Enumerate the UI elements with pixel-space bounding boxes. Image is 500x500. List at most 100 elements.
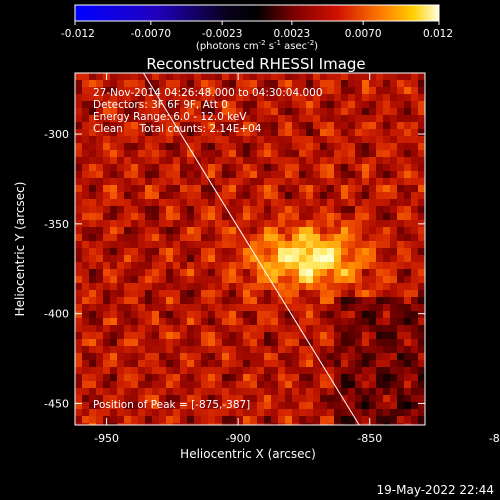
heatmap-pixel <box>397 213 405 221</box>
heatmap-pixel <box>173 290 181 298</box>
heatmap-pixel <box>208 423 216 425</box>
heatmap-pixel <box>271 157 279 165</box>
heatmap-pixel <box>383 416 391 424</box>
heatmap-pixel <box>320 255 328 263</box>
heatmap-pixel <box>82 129 90 137</box>
heatmap-pixel <box>222 199 230 207</box>
heatmap-pixel <box>96 108 104 116</box>
heatmap-pixel <box>236 283 244 291</box>
heatmap-pixel <box>355 311 363 319</box>
heatmap-pixel <box>327 115 335 123</box>
heatmap-pixel <box>292 255 300 263</box>
heatmap-pixel <box>271 304 279 312</box>
heatmap-pixel <box>166 73 174 81</box>
heatmap-pixel <box>229 339 237 347</box>
heatmap-pixel <box>145 101 153 109</box>
heatmap-pixel <box>355 255 363 263</box>
heatmap-pixel <box>82 311 90 319</box>
heatmap-pixel <box>152 374 160 382</box>
heatmap-pixel <box>152 353 160 361</box>
heatmap-pixel <box>264 423 272 425</box>
axis-ticks <box>75 73 425 425</box>
heatmap-pixel <box>278 304 286 312</box>
heatmap-pixel <box>411 157 419 165</box>
heatmap-pixel <box>397 87 405 95</box>
heatmap-pixel <box>159 157 167 165</box>
heatmap-pixel <box>418 297 425 305</box>
heatmap-pixel <box>404 129 412 137</box>
heatmap-pixel <box>306 248 314 256</box>
heatmap-pixel <box>236 171 244 179</box>
heatmap-pixel <box>75 171 83 179</box>
heatmap-pixel <box>222 87 230 95</box>
heatmap-pixel <box>194 73 202 81</box>
heatmap-pixel <box>166 150 174 158</box>
heatmap-pixel <box>159 206 167 214</box>
heatmap-pixel <box>75 311 83 319</box>
heatmap-pixel <box>418 423 425 425</box>
heatmap-pixel <box>383 122 391 130</box>
heatmap-pixel <box>180 122 188 130</box>
heatmap-pixel <box>320 346 328 354</box>
heatmap-pixel <box>348 318 356 326</box>
heatmap-pixel <box>103 136 111 144</box>
heatmap-pixel <box>334 311 342 319</box>
heatmap-pixel <box>103 129 111 137</box>
heatmap-pixel <box>418 199 425 207</box>
heatmap-pixel <box>327 262 335 270</box>
heatmap-pixel <box>201 150 209 158</box>
heatmap-pixel <box>327 87 335 95</box>
heatmap-pixel <box>341 360 349 368</box>
heatmap-pixel <box>327 255 335 263</box>
heatmap-pixel <box>257 255 265 263</box>
heatmap-pixel <box>103 276 111 284</box>
heatmap-pixel <box>229 395 237 403</box>
heatmap-pixel <box>201 171 209 179</box>
heatmap-pixel <box>320 402 328 410</box>
heatmap-pixel <box>264 164 272 172</box>
heatmap-pixel <box>103 171 111 179</box>
heatmap-pixel <box>208 416 216 424</box>
heatmap-pixel <box>236 178 244 186</box>
heatmap-pixel <box>348 353 356 361</box>
heatmap-pixel <box>138 360 146 368</box>
heatmap-pixel <box>341 346 349 354</box>
heatmap-pixel <box>418 409 425 417</box>
heatmap-pixel <box>194 115 202 123</box>
heatmap-pixel <box>75 234 83 242</box>
heatmap-pixel <box>299 122 307 130</box>
heatmap-pixel <box>411 381 419 389</box>
heatmap-pixel <box>334 276 342 284</box>
heatmap-pixel <box>117 94 125 102</box>
heatmap-pixel <box>103 178 111 186</box>
heatmap-pixel <box>369 73 377 81</box>
heatmap-pixel <box>383 255 391 263</box>
heatmap-pixel <box>152 87 160 95</box>
heatmap-pixel <box>250 297 258 305</box>
heatmap-pixel <box>89 388 97 396</box>
heatmap-pixel <box>208 381 216 389</box>
heatmap-pixel <box>285 213 293 221</box>
heatmap-pixel <box>299 353 307 361</box>
heatmap-pixel <box>124 353 132 361</box>
heatmap-pixel <box>411 108 419 116</box>
heatmap-pixel <box>257 374 265 382</box>
heatmap-pixel <box>376 262 384 270</box>
heatmap-pixel <box>257 220 265 228</box>
heatmap-pixel <box>243 185 251 193</box>
heatmap-pixel <box>243 108 251 116</box>
heatmap-pixel <box>397 395 405 403</box>
heatmap-pixel <box>138 213 146 221</box>
heatmap-pixel <box>159 115 167 123</box>
heatmap-pixel <box>313 213 321 221</box>
heatmap-pixel <box>201 360 209 368</box>
heatmap-pixel <box>341 353 349 361</box>
heatmap-pixel <box>236 136 244 144</box>
heatmap-pixel <box>264 374 272 382</box>
heatmap-pixel <box>320 339 328 347</box>
heatmap-pixel <box>131 206 139 214</box>
heatmap-pixel <box>173 276 181 284</box>
heatmap-pixel <box>383 171 391 179</box>
heatmap-pixel <box>110 325 118 333</box>
heatmap-pixel <box>89 80 97 88</box>
